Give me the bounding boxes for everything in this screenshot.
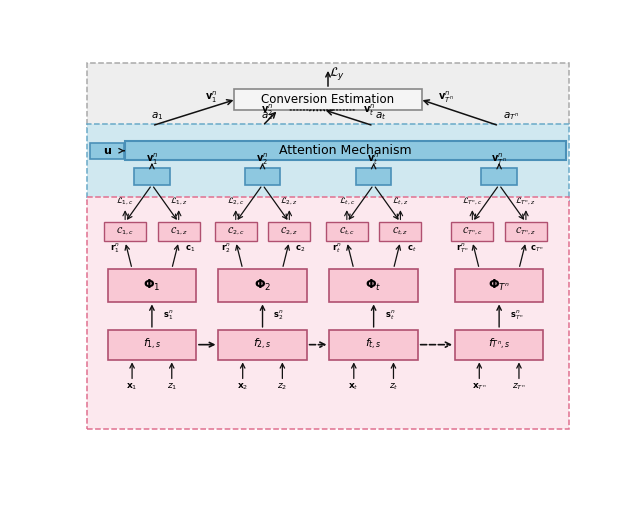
FancyBboxPatch shape	[455, 269, 543, 302]
Text: $\mathbf{v}_t^n$: $\mathbf{v}_t^n$	[362, 102, 375, 118]
Text: $\mathbf{s}_t^n$: $\mathbf{s}_t^n$	[385, 309, 395, 322]
FancyBboxPatch shape	[455, 330, 543, 359]
FancyBboxPatch shape	[134, 168, 170, 185]
FancyBboxPatch shape	[125, 141, 566, 160]
FancyBboxPatch shape	[330, 269, 418, 302]
Text: $\mathbf{s}_2^n$: $\mathbf{s}_2^n$	[273, 309, 284, 322]
FancyBboxPatch shape	[104, 223, 146, 242]
Text: $\mathbf{c}_1$: $\mathbf{c}_1$	[184, 243, 195, 254]
FancyBboxPatch shape	[218, 330, 307, 359]
Text: $\mathbf{\Phi}_2$: $\mathbf{\Phi}_2$	[254, 278, 271, 293]
Text: $\mathcal{C}_{T^n,c}$: $\mathcal{C}_{T^n,c}$	[461, 226, 483, 237]
FancyBboxPatch shape	[108, 330, 196, 359]
Text: $a_2$: $a_2$	[261, 111, 273, 122]
Text: $z_t$: $z_t$	[388, 381, 398, 392]
Text: $\mathcal{C}_{T^n,z}$: $\mathcal{C}_{T^n,z}$	[515, 226, 536, 237]
Text: $\mathcal{L}_{2,z}$: $\mathcal{L}_{2,z}$	[280, 196, 298, 208]
FancyBboxPatch shape	[108, 269, 196, 302]
FancyBboxPatch shape	[244, 168, 280, 185]
Text: $\mathbf{v}_2^n$: $\mathbf{v}_2^n$	[257, 151, 269, 167]
Text: $\mathbf{v}_t^n$: $\mathbf{v}_t^n$	[367, 151, 380, 167]
Text: $\mathbf{c}_{T^n}$: $\mathbf{c}_{T^n}$	[530, 243, 543, 254]
FancyBboxPatch shape	[88, 63, 568, 128]
FancyBboxPatch shape	[88, 124, 568, 201]
Text: $\mathbf{c}_t$: $\mathbf{c}_t$	[406, 243, 416, 254]
Text: $\mathbf{x}_t$: $\mathbf{x}_t$	[349, 381, 359, 392]
Text: Attention Mechanism: Attention Mechanism	[279, 144, 412, 157]
Text: $\mathbf{x}_2$: $\mathbf{x}_2$	[237, 381, 248, 392]
Text: $\mathcal{C}_{t,z}$: $\mathcal{C}_{t,z}$	[392, 226, 408, 237]
Text: $\mathbf{r}_1^n$: $\mathbf{r}_1^n$	[110, 242, 120, 255]
Text: $\mathbf{x}_1$: $\mathbf{x}_1$	[126, 381, 138, 392]
Text: $a_{T^n}$: $a_{T^n}$	[504, 111, 520, 122]
Text: $\mathcal{L}_{2,c}$: $\mathcal{L}_{2,c}$	[227, 196, 244, 208]
Text: $\mathcal{C}_{1,z}$: $\mathcal{C}_{1,z}$	[170, 226, 188, 237]
Text: $\mathcal{L}_{t,c}$: $\mathcal{L}_{t,c}$	[339, 196, 355, 208]
Text: $\cdots\cdots$: $\cdots\cdots$	[307, 105, 330, 115]
FancyBboxPatch shape	[157, 223, 200, 242]
FancyBboxPatch shape	[268, 223, 310, 242]
Text: $\mathbf{r}_t^n$: $\mathbf{r}_t^n$	[332, 242, 341, 255]
Text: $\mathbf{u}$: $\mathbf{u}$	[103, 146, 112, 156]
Text: $\mathcal{C}_{t,c}$: $\mathcal{C}_{t,c}$	[339, 226, 355, 237]
Text: $f_{2,s}$: $f_{2,s}$	[253, 337, 272, 352]
Text: $\mathbf{v}_{T^n}^n$: $\mathbf{v}_{T^n}^n$	[491, 151, 507, 167]
FancyBboxPatch shape	[505, 223, 547, 242]
Text: $a_t$: $a_t$	[376, 111, 387, 122]
Text: Conversion Estimation: Conversion Estimation	[261, 93, 395, 106]
Text: $\mathbf{\Phi}_t$: $\mathbf{\Phi}_t$	[365, 278, 382, 293]
FancyBboxPatch shape	[214, 223, 257, 242]
Text: $a_1$: $a_1$	[150, 111, 163, 122]
Text: $\mathcal{C}_{1,c}$: $\mathcal{C}_{1,c}$	[116, 226, 134, 237]
FancyBboxPatch shape	[326, 223, 368, 242]
Text: $\mathcal{L}_y$: $\mathcal{L}_y$	[329, 65, 345, 82]
Text: $\mathbf{\Phi}_{T^n}$: $\mathbf{\Phi}_{T^n}$	[488, 278, 510, 293]
Text: $\mathcal{L}_{1,z}$: $\mathcal{L}_{1,z}$	[170, 196, 188, 208]
FancyBboxPatch shape	[481, 168, 517, 185]
Text: $f_{T^n,s}$: $f_{T^n,s}$	[488, 337, 511, 352]
FancyBboxPatch shape	[234, 89, 422, 109]
Text: $z_1$: $z_1$	[166, 381, 177, 392]
FancyBboxPatch shape	[88, 197, 568, 429]
Text: $\mathcal{L}_{t,z}$: $\mathcal{L}_{t,z}$	[392, 196, 408, 208]
FancyBboxPatch shape	[330, 330, 418, 359]
Text: $\mathbf{s}_1^n$: $\mathbf{s}_1^n$	[163, 309, 173, 322]
FancyBboxPatch shape	[90, 143, 124, 159]
FancyBboxPatch shape	[451, 223, 493, 242]
Text: $\mathcal{C}_{2,z}$: $\mathcal{C}_{2,z}$	[280, 226, 298, 237]
Text: $\mathcal{L}_{T^n,c}$: $\mathcal{L}_{T^n,c}$	[462, 196, 483, 208]
FancyBboxPatch shape	[380, 223, 422, 242]
Text: $\mathbf{s}_{T^n}^n$: $\mathbf{s}_{T^n}^n$	[510, 309, 524, 322]
Text: $\mathbf{r}_2^n$: $\mathbf{r}_2^n$	[221, 242, 230, 255]
Text: $\mathbf{v}_1^n$: $\mathbf{v}_1^n$	[146, 151, 158, 167]
Text: $\mathcal{C}_{2,c}$: $\mathcal{C}_{2,c}$	[227, 226, 244, 237]
Text: $f_{1,s}$: $f_{1,s}$	[143, 337, 161, 352]
Text: $\mathbf{r}_{T^n}^n$: $\mathbf{r}_{T^n}^n$	[456, 242, 468, 255]
FancyBboxPatch shape	[356, 168, 392, 185]
Text: $\mathbf{c}_2$: $\mathbf{c}_2$	[295, 243, 305, 254]
Text: $\mathbf{x}_{T^n}$: $\mathbf{x}_{T^n}$	[472, 381, 486, 392]
Text: $\mathbf{\Phi}_1$: $\mathbf{\Phi}_1$	[143, 278, 161, 293]
Text: $\mathcal{L}_{1,c}$: $\mathcal{L}_{1,c}$	[116, 196, 134, 208]
Text: $z_{T^n}$: $z_{T^n}$	[512, 381, 525, 392]
Text: $f_{t,s}$: $f_{t,s}$	[365, 337, 382, 352]
Text: $\mathcal{L}_{T^n,z}$: $\mathcal{L}_{T^n,z}$	[515, 196, 536, 208]
Text: $\mathbf{v}_2^n$: $\mathbf{v}_2^n$	[261, 102, 274, 118]
Text: $z_2$: $z_2$	[277, 381, 287, 392]
Text: $\mathbf{v}_1^n$: $\mathbf{v}_1^n$	[205, 89, 218, 105]
FancyBboxPatch shape	[218, 269, 307, 302]
Text: $\mathbf{v}_{T^n}^n$: $\mathbf{v}_{T^n}^n$	[438, 89, 454, 105]
